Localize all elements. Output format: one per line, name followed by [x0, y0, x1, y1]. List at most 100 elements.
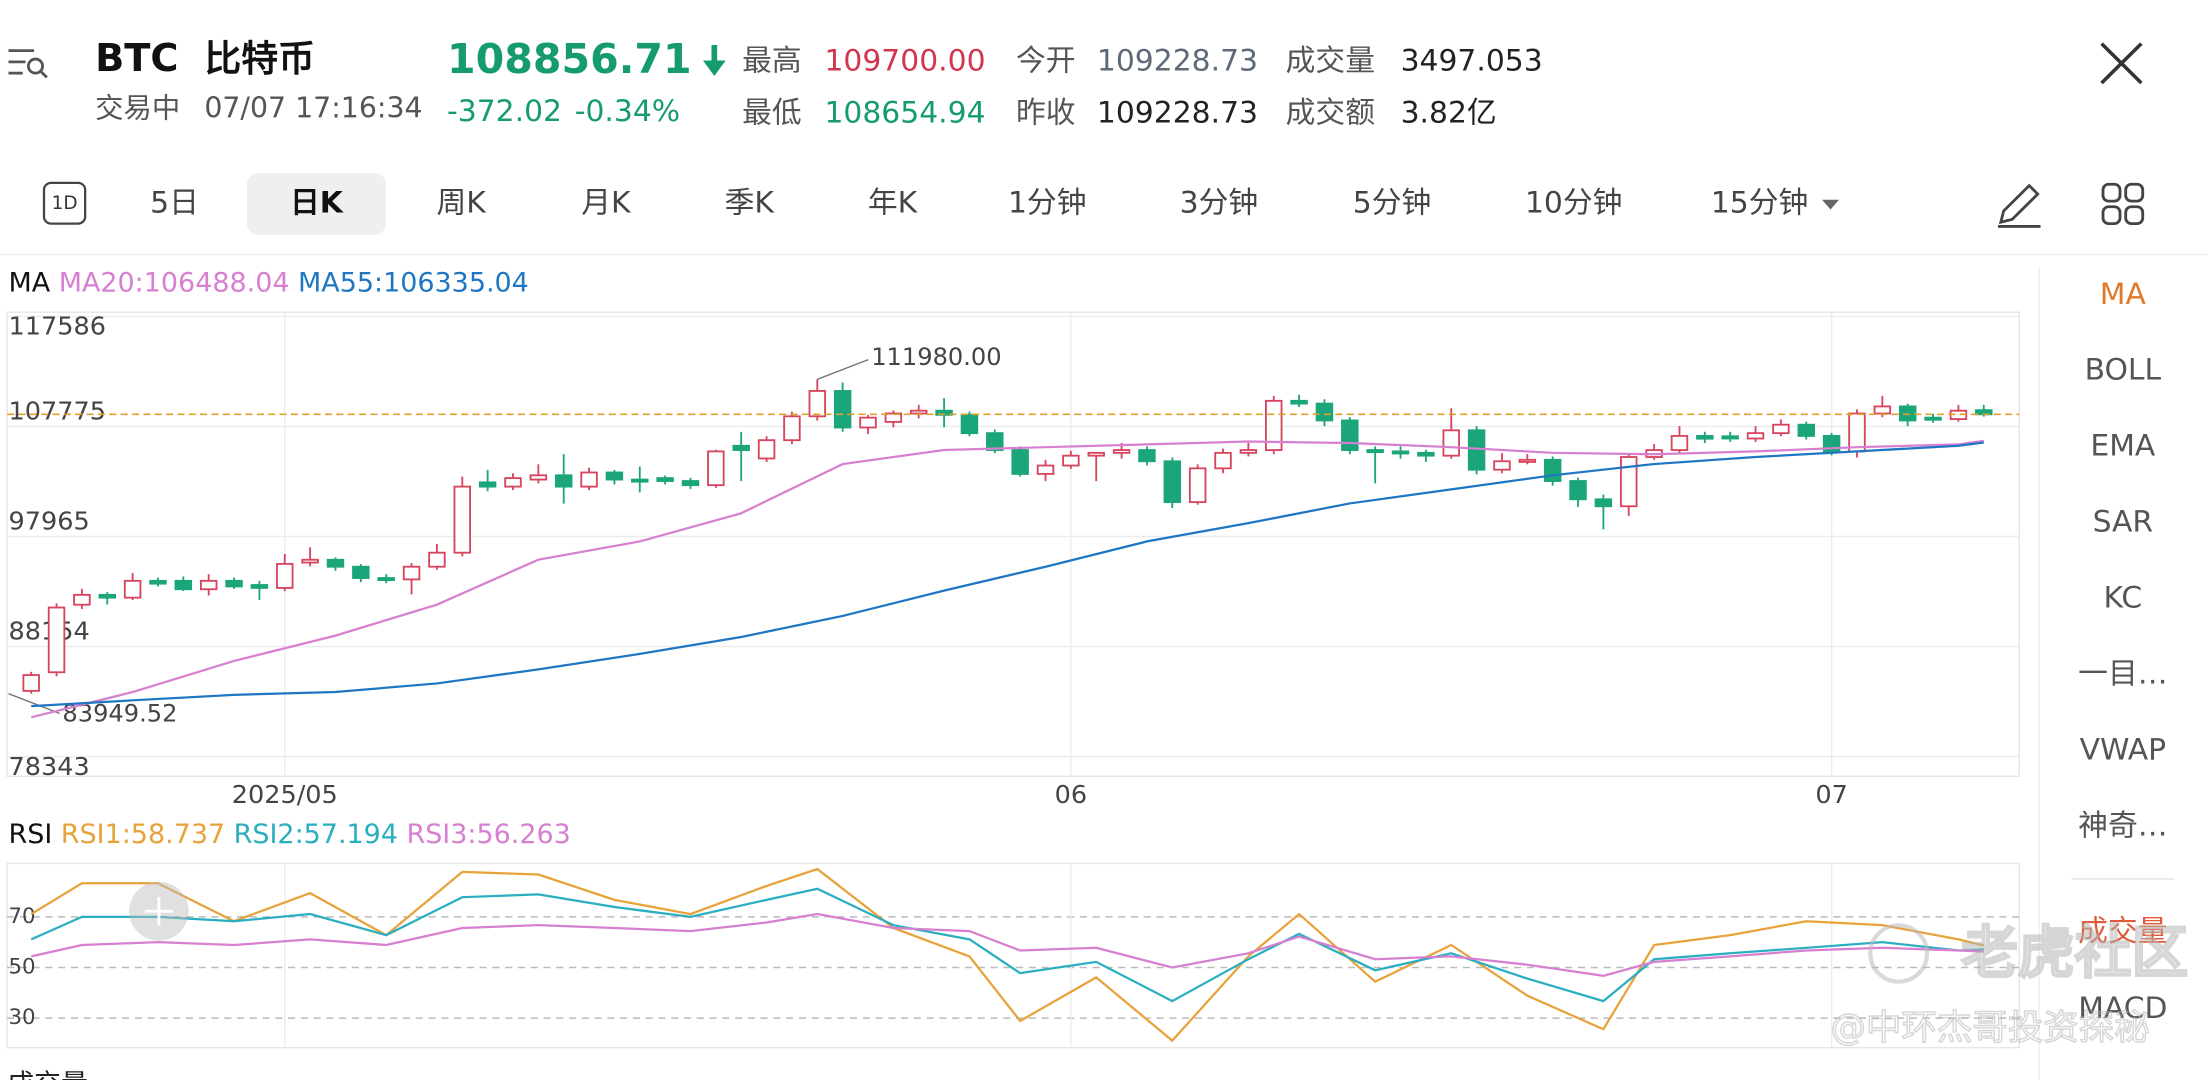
- indicator[interactable]: 一目…: [2078, 656, 2167, 691]
- candle-body: [1341, 419, 1359, 451]
- watermark-logo: 老虎社区: [1961, 921, 2188, 986]
- tab-icon[interactable]: 1D: [52, 193, 78, 214]
- crosshair-button[interactable]: [129, 881, 189, 941]
- tab[interactable]: 15分钟: [1711, 184, 1809, 219]
- stat-label: 最高: [742, 42, 802, 77]
- tab[interactable]: 5日: [150, 184, 199, 219]
- candle-body: [1696, 435, 1714, 440]
- tab[interactable]: 3分钟: [1180, 184, 1259, 219]
- dropdown-arrow[interactable]: [1822, 199, 1840, 210]
- indicator-line: [30, 912, 1984, 977]
- annotation-leader: [8, 693, 60, 715]
- legend-entry: RSI2:57.194: [234, 819, 398, 850]
- watermark-author: @中环杰哥投资探秘: [1831, 1007, 2150, 1048]
- indicator[interactable]: EMA: [2090, 428, 2156, 463]
- y-tick-label: 107775: [9, 395, 106, 425]
- indicator[interactable]: MA: [2100, 276, 2147, 311]
- candle-body: [1620, 456, 1638, 508]
- tab[interactable]: 周K: [437, 184, 488, 219]
- active-tab-bg: [246, 172, 386, 235]
- down-arrow: [702, 45, 726, 76]
- indicator[interactable]: SAR: [2093, 504, 2154, 539]
- plot-frame: [6, 862, 2020, 1049]
- candle-body: [859, 416, 877, 429]
- draw-icon[interactable]: [1997, 183, 2041, 228]
- candle-body: [960, 413, 979, 435]
- tab[interactable]: 季K: [725, 184, 776, 219]
- indicator[interactable]: BOLL: [2085, 352, 2162, 387]
- watermark: 老虎社区 @中环杰哥投资探秘: [1830, 920, 2189, 1049]
- candle-body: [453, 485, 472, 554]
- legend-entry: RSI1:58.737: [61, 819, 225, 850]
- candle-body: [428, 551, 446, 568]
- candle-body: [1315, 402, 1334, 422]
- candle-body: [1898, 405, 1917, 422]
- tab[interactable]: 月K: [581, 184, 632, 219]
- indicator[interactable]: 神奇…: [2078, 807, 2167, 842]
- candle-body: [1290, 399, 1308, 405]
- menu-icon[interactable]: [8, 49, 48, 79]
- candle-body: [1239, 449, 1258, 454]
- tab[interactable]: 10分钟: [1525, 184, 1623, 219]
- candle-body: [98, 593, 116, 599]
- candle-body: [1188, 467, 1207, 504]
- candle-body: [605, 471, 624, 481]
- stat-label: 最低: [742, 94, 802, 129]
- candle-body: [47, 606, 66, 674]
- candle-body: [580, 471, 598, 488]
- indicator-line: [30, 867, 1985, 1043]
- stat-label: 今开: [1016, 42, 1076, 77]
- stat-label: 昨收: [1016, 94, 1076, 129]
- annotation-leader: [817, 358, 869, 380]
- close-button[interactable]: [2100, 42, 2143, 85]
- y-tick-label: 97965: [9, 505, 90, 535]
- legend-entry: MA55:106335.04: [298, 268, 529, 299]
- legend-entry: MA20:106488.04: [59, 268, 290, 299]
- tab[interactable]: 日K: [290, 184, 344, 219]
- tab[interactable]: 年K: [868, 184, 919, 219]
- y-tick-label: 30: [9, 1004, 36, 1029]
- stat-value: 109228.73: [1097, 94, 1258, 129]
- candle-body: [986, 432, 1004, 451]
- candle-body: [757, 439, 776, 460]
- candle-body: [1163, 460, 1182, 504]
- candle-body: [352, 565, 370, 579]
- candle-body: [301, 558, 319, 564]
- candle-body: [1011, 449, 1029, 475]
- annotation: 111980.00: [871, 343, 1001, 371]
- indicator[interactable]: VWAP: [2080, 732, 2167, 767]
- indicator[interactable]: 成交量: [2078, 913, 2167, 948]
- candle-body: [1797, 423, 1815, 437]
- candle-body: [73, 593, 91, 606]
- candle-body: [504, 477, 522, 488]
- candle-body: [1112, 449, 1131, 454]
- indicator-line: [31, 441, 1984, 708]
- candle-body: [1417, 451, 1435, 457]
- candle-body: [478, 481, 497, 488]
- tab[interactable]: 1分钟: [1008, 184, 1087, 219]
- candle-body: [1493, 460, 1511, 471]
- legend-title: RSI: [9, 819, 53, 850]
- time: 07/07 17:16:34: [204, 92, 422, 125]
- tabs: 5日 日K 周K 月K 季K 年K 1分钟 3分钟 5分钟 10分钟 15分钟: [150, 184, 1808, 219]
- symbol: BTC: [95, 36, 178, 80]
- candle-body: [1543, 458, 1562, 482]
- indicator-line: [30, 439, 1984, 719]
- layout-icon[interactable]: [2101, 182, 2145, 225]
- tab-icon-box[interactable]: [42, 181, 87, 225]
- candle-body: [1036, 464, 1055, 475]
- tab[interactable]: 5分钟: [1353, 184, 1432, 219]
- stat-value: 109700.00: [824, 42, 985, 77]
- indicator[interactable]: MACD: [2078, 990, 2167, 1025]
- plots: MAMA20:106488.04MA55:106335.047834388154…: [6, 268, 2020, 1049]
- candle-body: [1924, 416, 1942, 421]
- y-tick-label: 117586: [9, 311, 106, 341]
- candle-body: [1087, 451, 1105, 457]
- candle-body: [225, 579, 243, 588]
- candle-body: [783, 415, 801, 442]
- stats: 最高 109700.00 最低 108654.94 今开 109228.73 昨收 10922…: [742, 42, 1543, 129]
- x-tick-label: 06: [1055, 779, 1087, 809]
- indicator[interactable]: KC: [2103, 580, 2142, 615]
